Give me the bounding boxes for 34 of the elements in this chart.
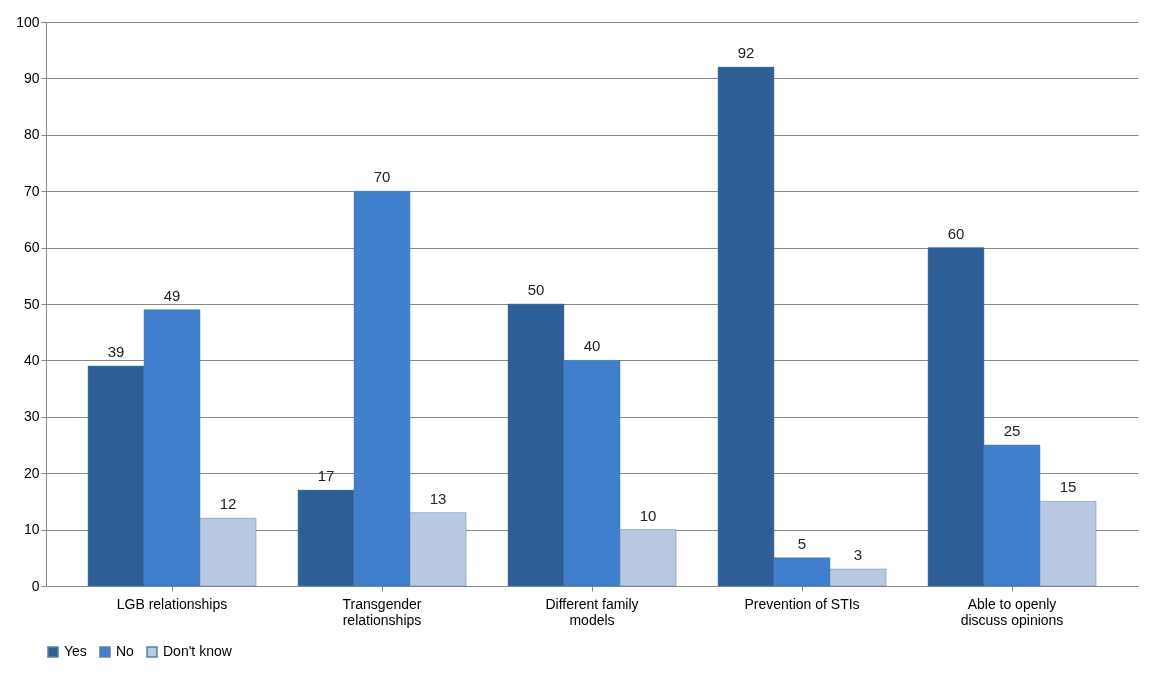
data-label: 5 <box>797 534 807 552</box>
data-label: 12 <box>219 495 237 513</box>
x-tick-label: Transgender relationships <box>342 595 422 628</box>
y-tick-label: 40 <box>23 351 40 368</box>
data-label: 39 <box>107 343 125 361</box>
y-tick-label: 90 <box>23 69 40 86</box>
legend-label: Don't know <box>163 643 233 659</box>
data-label: 60 <box>947 224 965 242</box>
data-label: 70 <box>373 168 391 186</box>
data-label: 3 <box>853 546 863 564</box>
x-tick-label: Able to openly discuss opinions <box>960 595 1064 628</box>
y-tick-label: 60 <box>23 239 40 256</box>
data-label: 13 <box>429 489 447 507</box>
legend-label: No <box>116 643 135 659</box>
y-tick-label: 20 <box>23 464 40 481</box>
y-tick-label: 70 <box>23 182 40 199</box>
data-label: 17 <box>317 467 335 485</box>
data-label: 10 <box>639 506 657 524</box>
data-label: 50 <box>527 281 545 298</box>
data-label: 92 <box>737 44 755 62</box>
x-tick-label: Different family models <box>545 595 639 628</box>
legend-label: Yes <box>64 643 87 659</box>
data-label: 15 <box>1059 478 1077 496</box>
x-tick-label: Prevention of STIs <box>744 595 860 612</box>
data-label: 49 <box>163 286 181 304</box>
data-label: 25 <box>1003 422 1021 439</box>
y-tick-label: 80 <box>23 126 40 143</box>
x-tick-label: LGB relationships <box>116 595 228 612</box>
y-tick-label: 10 <box>23 521 40 538</box>
data-label: 40 <box>583 337 601 355</box>
y-tick-label: 0 <box>31 577 40 594</box>
y-tick-label: 30 <box>23 408 40 425</box>
y-tick-label: 100 <box>16 13 40 30</box>
y-tick-label: 50 <box>23 295 40 312</box>
